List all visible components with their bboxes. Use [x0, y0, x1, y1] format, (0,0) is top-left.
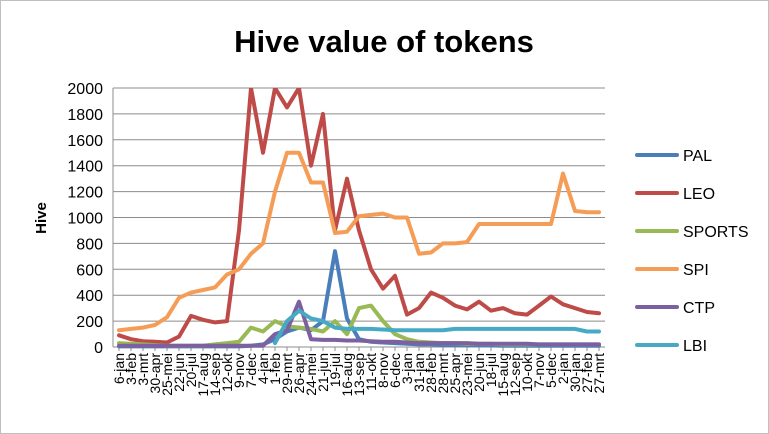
legend: PAL LEO SPORTS SPI CTP LBI	[635, 148, 749, 355]
y-tick-label: 1600	[67, 133, 103, 150]
legend-label-pal: PAL	[683, 148, 712, 165]
y-tick-label: 2000	[67, 81, 103, 98]
series-lines	[117, 88, 601, 349]
x-tick-label: 25-mei	[159, 353, 175, 396]
legend-label-ctp: CTP	[683, 300, 715, 317]
y-tick-label: 600	[76, 262, 103, 279]
x-tick-label: 26-apr	[291, 353, 307, 394]
x-tick-label: 27-feb	[579, 353, 595, 393]
x-tick-label: 30-jan	[567, 353, 583, 392]
x-tick-label: 24-mei	[303, 353, 319, 396]
series-line-spi	[117, 150, 601, 333]
y-tick-label: 400	[76, 288, 103, 305]
series-line-pal	[117, 249, 601, 349]
series-line-ctp	[117, 299, 601, 348]
y-axis-label: Hive	[33, 202, 50, 234]
gridlines	[113, 87, 605, 322]
x-tick-label: 21-jun	[315, 353, 331, 392]
x-tick-label: 12-sep	[507, 353, 523, 396]
legend-label-sports: SPORTS	[683, 224, 749, 241]
x-tick-label: 20-jun	[471, 353, 487, 392]
x-tick-label: 22-jun	[171, 353, 187, 392]
x-tick-label: 2-jan	[555, 353, 571, 384]
x-tick-labels: 6-jan3-feb3-mrt30-apr25-mei22-jun20-jul1…	[111, 353, 607, 397]
x-tick-label: 1-feb	[267, 353, 283, 385]
x-tick-label: 15-aug	[495, 353, 511, 397]
x-tick-label: 23-mei	[459, 353, 475, 396]
y-tick-labels: 0 200 400 600 800 1000 1200 1400 1600 1800 2000	[67, 81, 103, 357]
y-tick-label: 200	[76, 314, 103, 331]
y-tick-label: 0	[94, 340, 103, 357]
legend-label-leo: LEO	[683, 186, 715, 203]
x-tick-label: 5-dec	[543, 353, 559, 388]
x-tick-label: 9-nov	[231, 353, 247, 388]
x-tick-label: 3-mrt	[135, 353, 151, 386]
x-tick-label: 29-mrt	[279, 353, 295, 394]
x-tick-label: 19-jul	[327, 353, 343, 387]
chart-title: Hive value of tokens	[234, 24, 534, 59]
series-line-leo	[117, 88, 601, 345]
x-tick-label: 6-jan	[111, 353, 127, 384]
x-tick-label: 6-dec	[387, 353, 403, 388]
x-tick-label: 4-jan	[255, 353, 271, 384]
y-tick-label: 800	[76, 236, 103, 253]
x-tick-label: 28-mrt	[435, 353, 451, 394]
x-tick-label: 12-okt	[219, 353, 235, 392]
x-tick-label: 7-dec	[243, 353, 259, 388]
x-tick-label: 3-feb	[123, 353, 139, 385]
legend-label-spi: SPI	[683, 262, 709, 279]
y-tick-label: 1000	[67, 211, 103, 228]
legend-label-lbi: LBI	[683, 338, 707, 355]
x-tick-label: 17-aug	[195, 353, 211, 397]
x-tick-label: 16-aug	[339, 353, 355, 397]
x-tick-label: 7-nov	[531, 353, 547, 388]
y-tick-label: 1200	[67, 185, 103, 202]
x-tick-label: 20-jul	[183, 353, 199, 387]
x-tick-label: 30-apr	[147, 353, 163, 394]
x-tick-label: 28-feb	[423, 353, 439, 393]
x-tick-label: 18-jul	[483, 353, 499, 387]
x-tick-label: 27-mrt	[591, 353, 607, 394]
x-tick-label: 14-sep	[207, 353, 223, 396]
y-tick-label: 1800	[67, 107, 103, 124]
x-tick-label: 25-apr	[447, 353, 463, 394]
x-tick-label: 11-okt	[363, 353, 379, 391]
x-tick-label: 31-jan	[411, 353, 427, 392]
x-tick-label: 10-okt	[519, 353, 535, 392]
y-tick-label: 1400	[67, 159, 103, 176]
x-tick-label: 8-nov	[375, 353, 391, 388]
series-line-lbi	[273, 308, 601, 346]
x-tick-label: 3-jan	[399, 353, 415, 384]
x-tick-label: 13-sep	[351, 353, 367, 396]
